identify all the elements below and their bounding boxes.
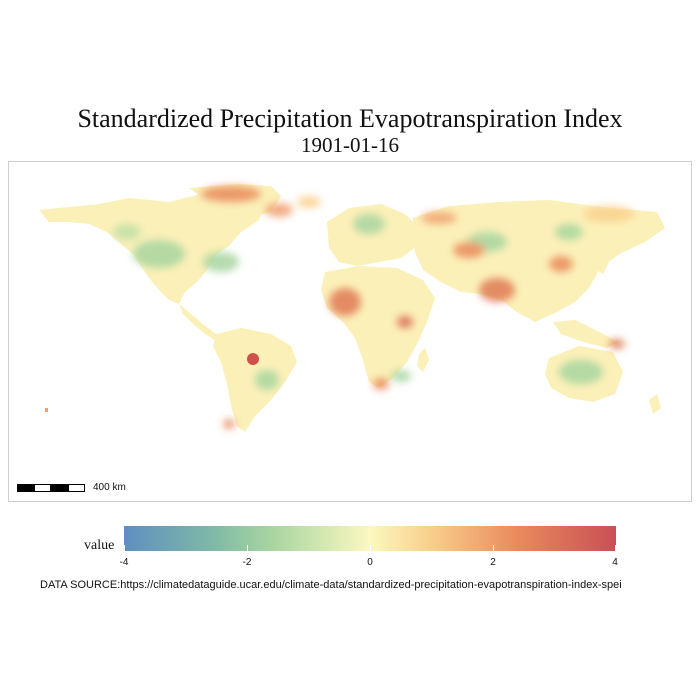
europe <box>327 204 419 266</box>
asia <box>413 200 665 322</box>
legend-tick <box>370 545 371 551</box>
legend-tick <box>124 545 125 551</box>
legend-title: value <box>84 538 115 553</box>
legend-tick-label: -4 <box>119 557 129 568</box>
legend-tick-label: 0 <box>367 557 373 568</box>
legend-tick-label: 2 <box>490 557 496 568</box>
legend-tick <box>493 545 494 551</box>
new-zealand <box>649 394 661 414</box>
japan <box>595 250 609 274</box>
legend-tick-label: 4 <box>612 557 618 568</box>
map-panel: 400 km <box>8 161 692 502</box>
scale-label: 400 km <box>93 482 126 493</box>
madagascar <box>417 348 429 372</box>
africa <box>321 266 435 388</box>
se-asia-islands <box>553 320 619 348</box>
spei-anomalies <box>113 186 635 429</box>
south-speck <box>45 408 48 412</box>
data-source-caption: DATA SOURCE:https://climatedataguide.uca… <box>40 579 622 591</box>
map-subtitle: 1901-01-16 <box>301 133 399 157</box>
dry-spot <box>247 353 259 365</box>
legend-tick-label: -2 <box>242 557 252 568</box>
central-america <box>179 304 221 340</box>
world-map <box>39 184 665 432</box>
legend-tick <box>615 545 616 551</box>
map-title: Standardized Precipitation Evapotranspir… <box>77 104 623 133</box>
legend-tick <box>247 545 248 551</box>
